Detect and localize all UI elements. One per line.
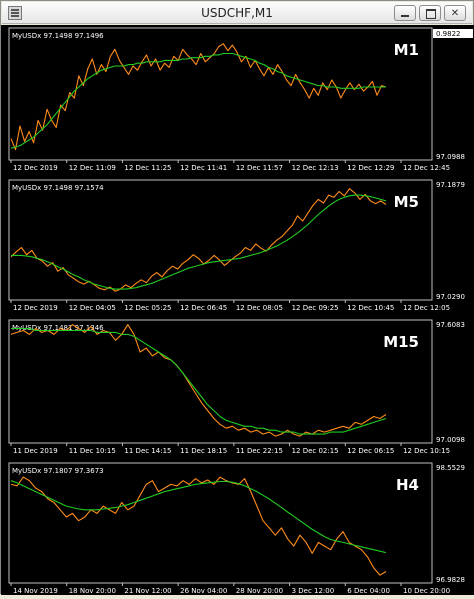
x-tick-label: 12 Dec 06:45	[180, 304, 227, 312]
x-tick-label: 12 Dec 05:25	[124, 304, 171, 312]
chart-area[interactable]: MyUSDx 97.1498 97.1496M197.189197.09880.…	[1, 25, 474, 595]
x-tick-label: 3 Dec 12:00	[292, 587, 335, 595]
x-tick-label: 10 Dec 20:00	[403, 587, 450, 595]
indicator-label: MyUSDx 97.1807 97.3673	[12, 467, 104, 475]
x-tick-label: 12 Dec 04:05	[69, 304, 116, 312]
x-tick-label: 21 Nov 12:00	[124, 587, 171, 595]
x-tick-label: 6 Dec 04:00	[347, 587, 390, 595]
x-tick-label: 12 Dec 12:05	[403, 304, 450, 312]
indicator-label: MyUSDx 97.1481 97.1346	[12, 324, 104, 332]
charts-svg[interactable]: MyUSDx 97.1498 97.1496M197.189197.09880.…	[1, 25, 474, 595]
x-tick-label: 12 Dec 11:41	[180, 164, 227, 172]
moving-average-line	[10, 480, 387, 554]
close-button[interactable]	[444, 5, 466, 21]
scale-top-label: 97.6083	[436, 321, 465, 329]
x-tick-label: 11 Dec 10:15	[69, 447, 116, 455]
price-series-line	[10, 324, 387, 437]
x-tick-label: 12 Dec 11:25	[124, 164, 171, 172]
x-tick-label: 12 Dec 11:57	[236, 164, 283, 172]
x-tick-label: 12 Dec 12:29	[347, 164, 394, 172]
x-tick-label: 14 Nov 2019	[13, 587, 58, 595]
plot-frame-m5	[8, 179, 433, 301]
x-tick-label: 12 Dec 02:15	[292, 447, 339, 455]
indicator-label: MyUSDx 97.1498 97.1574	[12, 184, 104, 192]
x-tick-label: 12 Dec 12:45	[403, 164, 450, 172]
x-tick-label: 11 Dec 22:15	[236, 447, 283, 455]
plot-frame-h4	[8, 462, 433, 584]
minimize-button[interactable]	[394, 5, 416, 21]
price-series-line	[10, 43, 387, 151]
scale-bottom-label: 97.0098	[436, 436, 465, 444]
x-tick-label: 12 Dec 06:15	[347, 447, 394, 455]
chart-window-icon[interactable]	[8, 6, 22, 20]
x-tick-label: 12 Dec 09:25	[292, 304, 339, 312]
maximize-button[interactable]	[419, 5, 441, 21]
moving-average-line	[11, 194, 387, 290]
x-tick-label: 26 Nov 04:00	[180, 587, 227, 595]
indicator-label: MyUSDx 97.1498 97.1496	[12, 32, 104, 40]
x-tick-label: 12 Dec 2019	[13, 164, 58, 172]
scale-extra-label: 0.9822	[436, 30, 461, 38]
current-price-box	[433, 29, 473, 38]
moving-average-line	[11, 327, 387, 435]
x-tick-label: 12 Dec 2019	[13, 304, 58, 312]
x-tick-label: 12 Dec 12:13	[292, 164, 339, 172]
x-tick-label: 12 Dec 11:09	[69, 164, 116, 172]
timeframe-label: M5	[394, 193, 419, 211]
x-tick-label: 18 Nov 20:00	[69, 587, 116, 595]
timeframe-label: H4	[396, 476, 419, 494]
price-series-line	[10, 188, 387, 292]
x-tick-label: 28 Nov 20:00	[236, 587, 283, 595]
x-tick-label: 12 Dec 10:45	[347, 304, 394, 312]
scale-bottom-label: 96.9828	[436, 576, 465, 584]
scale-bottom-label: 97.0988	[436, 153, 465, 161]
title-bar[interactable]: USDCHF,M1	[2, 2, 472, 24]
timeframe-label: M1	[394, 41, 419, 59]
price-series-line	[10, 476, 387, 576]
x-tick-label: 12 Dec 08:05	[236, 304, 283, 312]
x-tick-label: 11 Dec 14:15	[124, 447, 171, 455]
timeframe-label: M15	[383, 333, 419, 351]
scale-top-label: 97.1879	[436, 181, 465, 189]
x-tick-label: 11 Dec 18:15	[180, 447, 227, 455]
moving-average-line	[10, 52, 386, 149]
plot-frame-m15	[8, 319, 433, 444]
scale-bottom-label: 97.0290	[436, 293, 465, 301]
scale-top-label: 98.5529	[436, 464, 465, 472]
x-tick-label: 12 Dec 10:15	[403, 447, 450, 455]
x-tick-label: 11 Dec 2019	[13, 447, 58, 455]
window-title: USDCHF,M1	[201, 6, 273, 20]
plot-frame-m1	[8, 27, 433, 161]
